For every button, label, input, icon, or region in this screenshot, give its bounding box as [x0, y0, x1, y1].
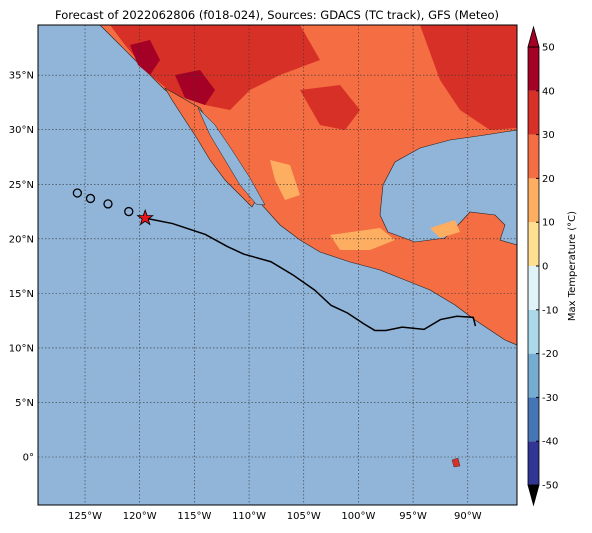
island: [451, 457, 461, 468]
colorbar-segment: [528, 441, 539, 485]
colorbar-tick-label: -10: [542, 305, 558, 316]
colorbar-tick-label: 30: [542, 130, 555, 141]
land: [300, 85, 360, 130]
colorbar-label: Max Temperature (°C): [567, 211, 578, 321]
chart-title: Forecast of 2022062806 (f018-024), Sourc…: [55, 8, 499, 22]
colorbar-segment: [528, 178, 539, 223]
colorbar-segment: [528, 397, 539, 442]
colorbar-segment: [528, 47, 539, 91]
colorbar-segment: [528, 353, 539, 398]
colorbar-tick-label: -20: [542, 349, 558, 360]
x-tick-label: 95°W: [399, 511, 427, 522]
colorbar-tick-label: 10: [542, 218, 555, 229]
land: [175, 70, 215, 105]
map: [38, 24, 518, 505]
y-tick-label: 5°N: [15, 398, 34, 409]
land: [130, 40, 160, 75]
y-tick-label: 15°N: [9, 289, 34, 300]
colorbar-extend: [527, 484, 540, 507]
x-tick-label: 110°W: [232, 511, 266, 522]
y-tick-label: 20°N: [9, 234, 34, 245]
x-tick-label: 100°W: [341, 511, 375, 522]
colorbar-segment: [528, 266, 539, 310]
land: [330, 228, 395, 250]
colorbar-tick-label: -50: [542, 481, 558, 492]
x-tick-label: 115°W: [177, 511, 211, 522]
colorbar-extend: [527, 25, 540, 48]
x-tick-label: 90°W: [454, 511, 482, 522]
x-tick-label: 125°W: [68, 511, 102, 522]
x-tick-label: 105°W: [287, 511, 321, 522]
colorbar-tick-label: -30: [542, 393, 558, 404]
colorbar-tick-label: 50: [542, 43, 555, 54]
colorbar-segment: [528, 90, 539, 135]
map-frame: [37, 24, 518, 506]
gulf: [197, 107, 266, 206]
land: [270, 160, 300, 200]
past-position: [72, 188, 83, 198]
past-position: [124, 206, 134, 217]
colorbar-tick-label: 40: [542, 86, 555, 97]
y-tick-label: 30°N: [9, 125, 34, 136]
y-tick-label: 0°: [23, 453, 34, 464]
y-tick-label: 35°N: [9, 71, 34, 82]
track: [145, 217, 477, 332]
colorbar-tick-label: 0: [542, 262, 548, 273]
y-tick-label: 25°N: [9, 180, 34, 191]
current-position: [136, 208, 154, 226]
past-position: [103, 199, 113, 209]
colorbar-segment: [528, 222, 539, 266]
land: [430, 220, 460, 238]
land: [420, 25, 517, 130]
colorbar-tick-label: -40: [542, 437, 558, 448]
colorbar-tick-label: 20: [542, 174, 555, 185]
colorbar-segment: [528, 309, 539, 354]
x-tick-label: 120°W: [123, 511, 157, 522]
past-position: [85, 193, 96, 204]
land: [110, 25, 320, 110]
y-tick-label: 10°N: [9, 343, 34, 354]
colorbar-segment: [528, 134, 539, 179]
